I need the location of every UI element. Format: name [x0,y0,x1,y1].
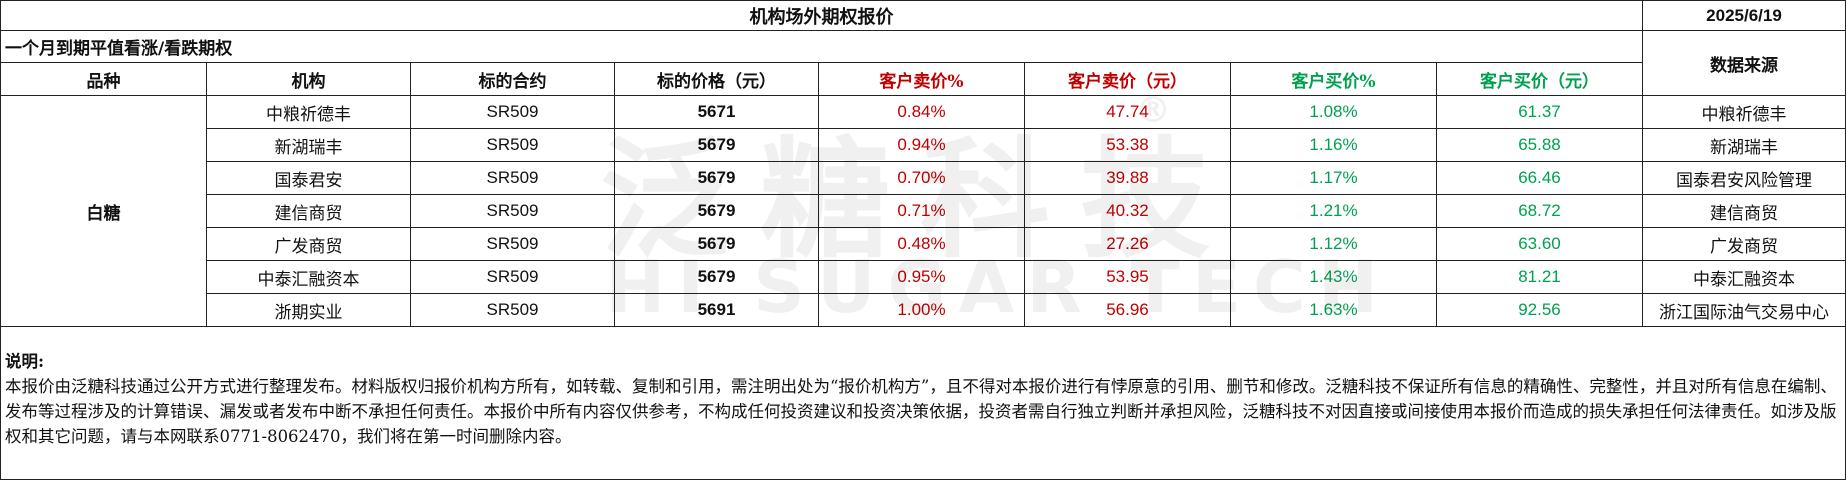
cell-institution: 新湖瑞丰 [206,128,411,162]
cell-source: 中泰汇融资本 [1642,260,1846,294]
cell-buy-pct: 1.17% [1230,161,1437,195]
cell-buy-pct: 1.08% [1230,95,1437,129]
cell-sell-price: 40.32 [1024,194,1231,228]
cell-sell-pct: 0.70% [818,161,1025,195]
cell-buy-price: 66.46 [1436,161,1643,195]
cell-institution: 浙期实业 [206,293,411,327]
page-title: 机构场外期权报价 [0,0,1643,31]
cell-institution: 广发商贸 [206,227,411,261]
cell-sell-price: 53.95 [1024,260,1231,294]
header-buy-pct: 客户买价% [1230,62,1437,96]
cell-sell-pct: 0.48% [818,227,1025,261]
cell-contract: SR509 [410,293,615,327]
table-row: 中泰汇融资本 SR509 5679 0.95% 53.95 1.43% 81.21 中泰汇融资… [1,260,1846,294]
cell-source: 广发商贸 [1642,227,1846,261]
cell-contract: SR509 [410,128,615,162]
cell-underlying-price: 5679 [614,161,819,195]
table-row: 白糖 中粮祈德丰 SR509 5671 0.84% 47.74 1.08% 61.37 中粮祈德… [0,95,1846,327]
header-contract: 标的合约 [410,62,615,96]
cell-sell-pct: 1.00% [818,293,1025,327]
cell-source: 新湖瑞丰 [1642,128,1846,162]
cell-buy-price: 65.88 [1436,128,1643,162]
cell-sell-pct: 0.84% [818,95,1025,129]
cell-contract: SR509 [410,260,615,294]
cell-buy-pct: 1.16% [1230,128,1437,162]
cell-buy-price: 81.21 [1436,260,1643,294]
cell-sell-price: 47.74 [1024,95,1231,129]
cell-underlying-price: 5691 [614,293,819,327]
disclaimer: 说明: 本报价由泛糖科技通过公开方式进行整理发布。材料版权归报价机构方所有，如转… [0,326,1846,480]
table-row: 建信商贸 SR509 5679 0.71% 40.32 1.21% 68.72 建信商贸 [1,194,1846,228]
cell-underlying-price: 5679 [614,128,819,162]
table-row: 广发商贸 SR509 5679 0.48% 27.26 1.12% 63.60 广发商贸 [1,227,1846,261]
cell-buy-pct: 1.12% [1230,227,1437,261]
cell-contract: SR509 [410,227,615,261]
cell-institution: 中泰汇融资本 [206,260,411,294]
variety-cell: 白糖 [0,95,207,327]
cell-sell-price: 27.26 [1024,227,1231,261]
cell-contract: SR509 [410,95,615,129]
header-buy-price: 客户买价（元） [1436,62,1643,96]
header-underlying-price: 标的价格（元） [614,62,819,96]
cell-sell-price: 39.88 [1024,161,1231,195]
cell-sell-pct: 0.94% [818,128,1025,162]
cell-buy-price: 63.60 [1436,227,1643,261]
table-row: 新湖瑞丰 SR509 5679 0.94% 53.38 1.16% 65.88 新湖瑞丰 [1,128,1846,162]
cell-contract: SR509 [410,194,615,228]
cell-buy-pct: 1.21% [1230,194,1437,228]
header-source: 数据来源 [1642,30,1846,96]
cell-buy-pct: 1.43% [1230,260,1437,294]
cell-sell-price: 56.96 [1024,293,1231,327]
cell-source: 浙江国际油气交易中心 [1642,293,1846,327]
cell-underlying-price: 5671 [614,95,819,129]
header-sell-pct: 客户卖价% [818,62,1025,96]
cell-institution: 国泰君安 [206,161,411,195]
cell-contract: SR509 [410,161,615,195]
cell-sell-price: 53.38 [1024,128,1231,162]
cell-underlying-price: 5679 [614,227,819,261]
header-institution: 机构 [206,62,411,96]
cell-sell-pct: 0.95% [818,260,1025,294]
cell-source: 国泰君安风险管理 [1642,161,1846,195]
disclaimer-title: 说明: [5,352,45,371]
cell-buy-price: 92.56 [1436,293,1643,327]
cell-underlying-price: 5679 [614,194,819,228]
date: 2025/6/19 [1642,0,1846,31]
cell-buy-price: 68.72 [1436,194,1643,228]
cell-buy-pct: 1.63% [1230,293,1437,327]
disclaimer-body: 本报价由泛糖科技通过公开方式进行整理发布。材料版权归报价机构方所有，如转载、复制… [5,377,1837,446]
cell-institution: 中粮祈德丰 [206,95,411,129]
table-row: 浙期实业 SR509 5691 1.00% 56.96 1.63% 92.56 浙江国际油气交… [1,293,1846,327]
cell-underlying-price: 5679 [614,260,819,294]
cell-source: 建信商贸 [1642,194,1846,228]
header-variety: 品种 [0,62,207,96]
cell-buy-price: 61.37 [1436,95,1643,129]
subtitle: 一个月到期平值看涨/看跌期权 [0,30,1643,63]
cell-institution: 建信商贸 [206,194,411,228]
cell-sell-pct: 0.71% [818,194,1025,228]
table-row: 国泰君安 SR509 5679 0.70% 39.88 1.17% 66.46 国泰君安风险管… [1,161,1846,195]
cell-source: 中粮祈德丰 [1642,95,1846,129]
header-sell-price: 客户卖价（元） [1024,62,1231,96]
